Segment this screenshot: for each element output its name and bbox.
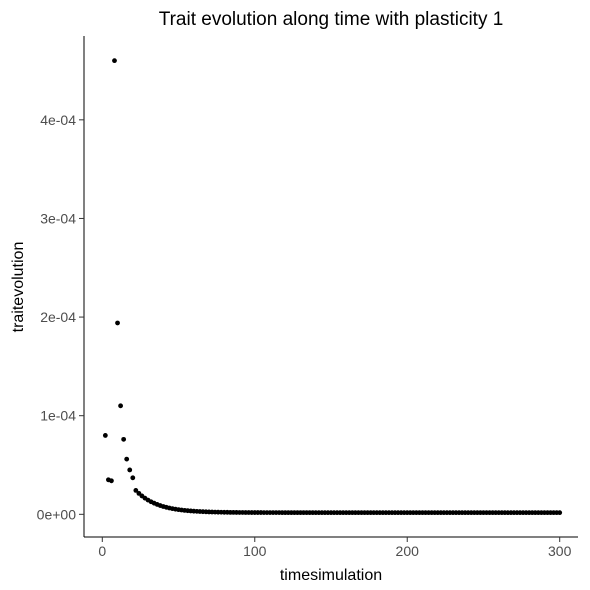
data-point bbox=[102, 433, 108, 438]
data-point bbox=[127, 467, 133, 473]
data-point bbox=[557, 510, 563, 516]
data-point bbox=[109, 478, 114, 484]
y-tick-label: 1e-04 bbox=[40, 408, 76, 424]
chart-title: Trait evolution along time with plastici… bbox=[159, 9, 504, 30]
data-point bbox=[121, 436, 127, 442]
x-tick-label: 300 bbox=[548, 543, 572, 559]
y-axis-label: traitevolution bbox=[10, 242, 27, 333]
data-point bbox=[130, 475, 136, 481]
y-tick-label: 0e+00 bbox=[37, 506, 77, 522]
data-point bbox=[133, 488, 139, 493]
data-point bbox=[112, 58, 117, 64]
data-points bbox=[102, 58, 563, 516]
data-point bbox=[115, 320, 120, 326]
y-tick-label: 4e-04 bbox=[40, 112, 76, 128]
y-axis-ticks: 0e+00 1e-04 2e-04 3e-04 4e-04 bbox=[37, 112, 84, 522]
x-axis-ticks: 0 100 200 300 bbox=[98, 537, 572, 559]
y-tick-label: 2e-04 bbox=[40, 309, 76, 325]
x-tick-label: 0 bbox=[98, 543, 106, 559]
y-tick-label: 3e-04 bbox=[40, 210, 76, 226]
x-tick-label: 200 bbox=[396, 543, 420, 559]
x-axis-label: timesimulation bbox=[280, 567, 382, 584]
x-tick-label: 100 bbox=[243, 543, 267, 559]
data-point bbox=[118, 403, 123, 409]
data-point bbox=[124, 456, 130, 462]
